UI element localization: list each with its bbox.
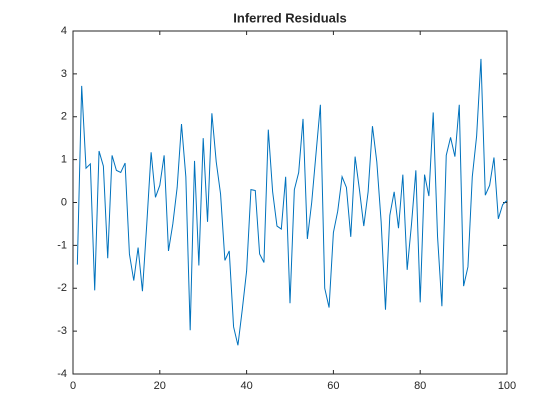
chart-title: Inferred Residuals — [233, 10, 346, 25]
y-tick-label: -2 — [57, 282, 67, 294]
x-tick-label: 100 — [498, 380, 516, 392]
y-tick-label: -3 — [57, 325, 67, 337]
y-tick-label: 4 — [61, 25, 67, 37]
x-tick-label: 0 — [70, 380, 76, 392]
x-tick-label: 20 — [154, 380, 166, 392]
x-tick-label: 40 — [240, 380, 252, 392]
y-tick-label: 1 — [61, 154, 67, 166]
x-tick-label: 80 — [414, 380, 426, 392]
y-tick-label: 3 — [61, 68, 67, 80]
y-tick-label: -1 — [57, 239, 67, 251]
y-tick-label: 0 — [61, 196, 67, 208]
y-tick-label: -4 — [57, 368, 67, 380]
y-tick-label: 2 — [61, 111, 67, 123]
line — [76, 58, 508, 346]
x-tick-label: 60 — [327, 380, 339, 392]
